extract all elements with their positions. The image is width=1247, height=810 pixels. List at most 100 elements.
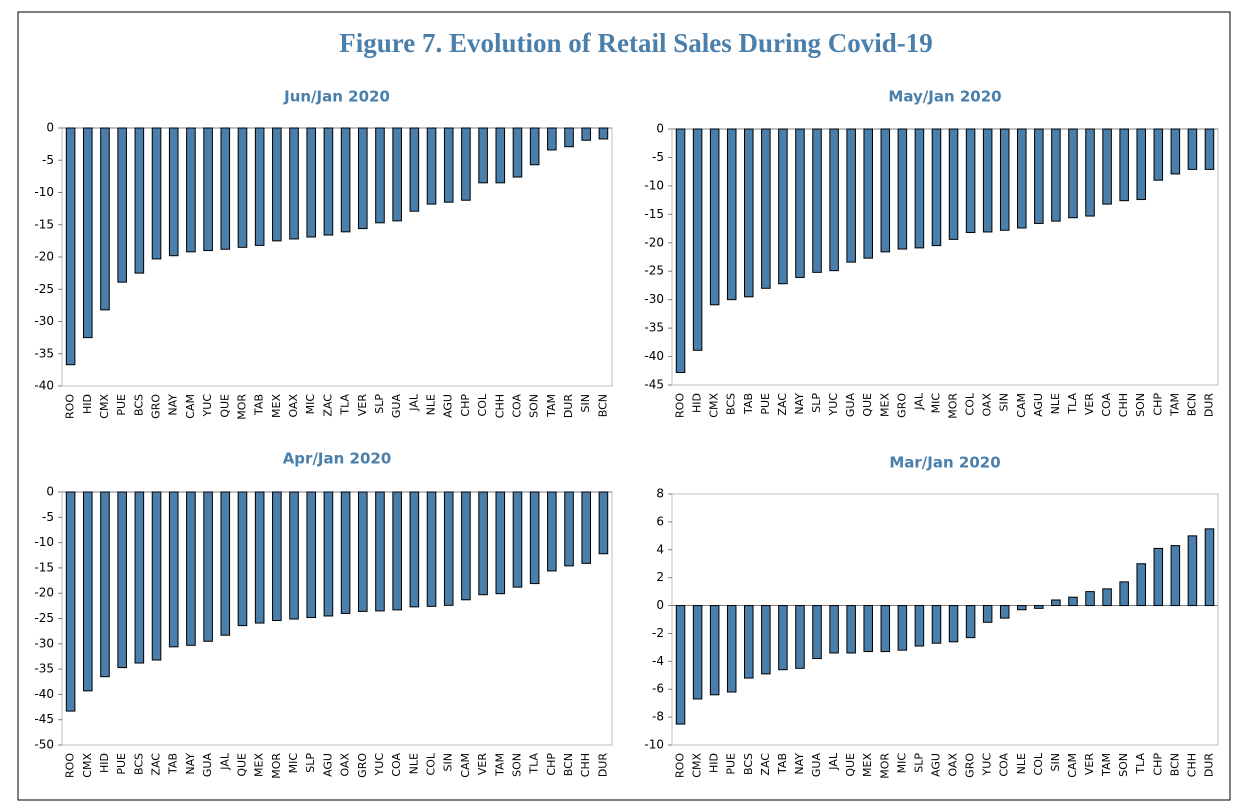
x-tick-label: YUC xyxy=(373,753,386,777)
y-tick-label: -35 xyxy=(34,346,54,360)
bar xyxy=(1085,591,1095,607)
x-tick-label: PUE xyxy=(115,753,128,775)
bar xyxy=(426,127,437,205)
y-tick-label: -2 xyxy=(652,626,664,640)
x-tick-label: YUC xyxy=(981,753,994,777)
x-tick-label: CHH xyxy=(1117,393,1130,417)
x-tick-label: VER xyxy=(1083,393,1096,415)
y-tick-label: -4 xyxy=(652,654,664,668)
plot-frame xyxy=(671,493,1219,746)
bar xyxy=(744,605,754,679)
figure-title: Figure 7. Evolution of Retail Sales Duri… xyxy=(339,28,933,58)
x-tick-label: ZAC xyxy=(759,753,772,776)
bar xyxy=(1136,563,1146,607)
bar xyxy=(65,491,76,712)
bar xyxy=(547,491,557,572)
x-tick-label: CHP xyxy=(1151,393,1164,416)
bar xyxy=(186,127,196,253)
bar xyxy=(692,128,703,351)
bar xyxy=(846,605,856,654)
bar xyxy=(478,127,488,184)
bar xyxy=(1119,128,1129,202)
x-tick-label: CMX xyxy=(708,393,721,418)
bar xyxy=(1102,588,1112,607)
x-tick-label: NAY xyxy=(167,394,180,416)
bar xyxy=(203,127,213,252)
bar xyxy=(709,128,720,306)
x-tick-label: ROO xyxy=(64,753,77,778)
bar xyxy=(461,127,471,201)
x-tick-label: BCS xyxy=(742,753,755,775)
plot-frame xyxy=(671,128,1219,386)
bar xyxy=(409,127,420,212)
y-tick-label: -5 xyxy=(42,153,54,167)
y-tick-label: 0 xyxy=(656,122,664,136)
bar xyxy=(134,127,145,274)
y-tick-label: -35 xyxy=(644,321,664,335)
bar xyxy=(375,127,385,224)
bar xyxy=(529,127,540,166)
x-tick-label: YUC xyxy=(827,393,840,417)
y-tick-label: -8 xyxy=(652,710,664,724)
bar xyxy=(812,605,822,660)
bar xyxy=(134,491,145,664)
x-tick-label: CMX xyxy=(98,394,111,419)
y-tick-label: -25 xyxy=(34,611,54,625)
bar xyxy=(761,605,771,675)
x-tick-label: COA xyxy=(998,753,1011,777)
x-tick-label: JAL xyxy=(407,393,420,412)
x-tick-label: BCN xyxy=(1168,753,1181,776)
x-tick-label: MOR xyxy=(270,753,283,779)
y-tick-label: 0 xyxy=(656,598,664,612)
x-tick-label: MIC xyxy=(304,394,317,415)
x-tick-label: BCS xyxy=(132,394,145,416)
x-tick-label: MIC xyxy=(929,393,942,414)
bar xyxy=(289,127,299,240)
x-tick-label: NAY xyxy=(793,753,806,775)
bar xyxy=(323,127,334,236)
x-tick-label: MEX xyxy=(861,753,874,777)
bar xyxy=(795,128,805,278)
x-tick-label: NAY xyxy=(184,753,197,775)
bar xyxy=(778,128,788,285)
y-tick-label: -10 xyxy=(34,535,54,549)
x-tick-label: CAM xyxy=(184,394,197,419)
x-tick-label: ZAC xyxy=(776,393,789,416)
y-tick-label: -20 xyxy=(34,586,54,600)
x-tick-label: TLA xyxy=(528,753,541,775)
bar xyxy=(1034,128,1044,224)
bar xyxy=(709,605,720,696)
x-tick-label: QUE xyxy=(861,393,874,417)
x-tick-label: VER xyxy=(1083,753,1096,775)
x-tick-label: SLP xyxy=(373,394,386,414)
x-tick-label: DUR xyxy=(1202,753,1215,778)
x-tick-label: BCN xyxy=(562,753,575,776)
bar xyxy=(306,127,317,238)
bar xyxy=(1204,128,1215,170)
x-tick-label: SON xyxy=(1134,393,1147,417)
bar xyxy=(880,605,891,653)
y-tick-label: -30 xyxy=(34,314,54,328)
x-tick-label: TAB xyxy=(742,393,755,415)
y-tick-label: 8 xyxy=(656,487,664,501)
y-tick-label: -5 xyxy=(652,150,664,164)
bar xyxy=(340,127,351,233)
x-tick-label: ZAC xyxy=(150,753,163,776)
bar xyxy=(1153,547,1164,607)
bar xyxy=(168,127,179,257)
y-tick-label: -20 xyxy=(34,250,54,264)
bar xyxy=(948,128,959,240)
x-tick-label: CHP xyxy=(1151,753,1164,776)
bar xyxy=(82,127,93,339)
x-tick-label: BCS xyxy=(132,753,145,775)
y-tick-label: -10 xyxy=(34,185,54,199)
x-tick-label: BCN xyxy=(596,394,609,417)
x-tick-label: MIC xyxy=(895,753,908,774)
bar xyxy=(409,491,420,608)
bar xyxy=(897,128,908,250)
x-tick-label: MEX xyxy=(253,753,266,777)
x-tick-label: TAM xyxy=(1100,753,1113,777)
x-tick-label: COL xyxy=(964,392,977,415)
x-tick-label: TLA xyxy=(339,394,352,416)
bar xyxy=(1017,128,1027,229)
